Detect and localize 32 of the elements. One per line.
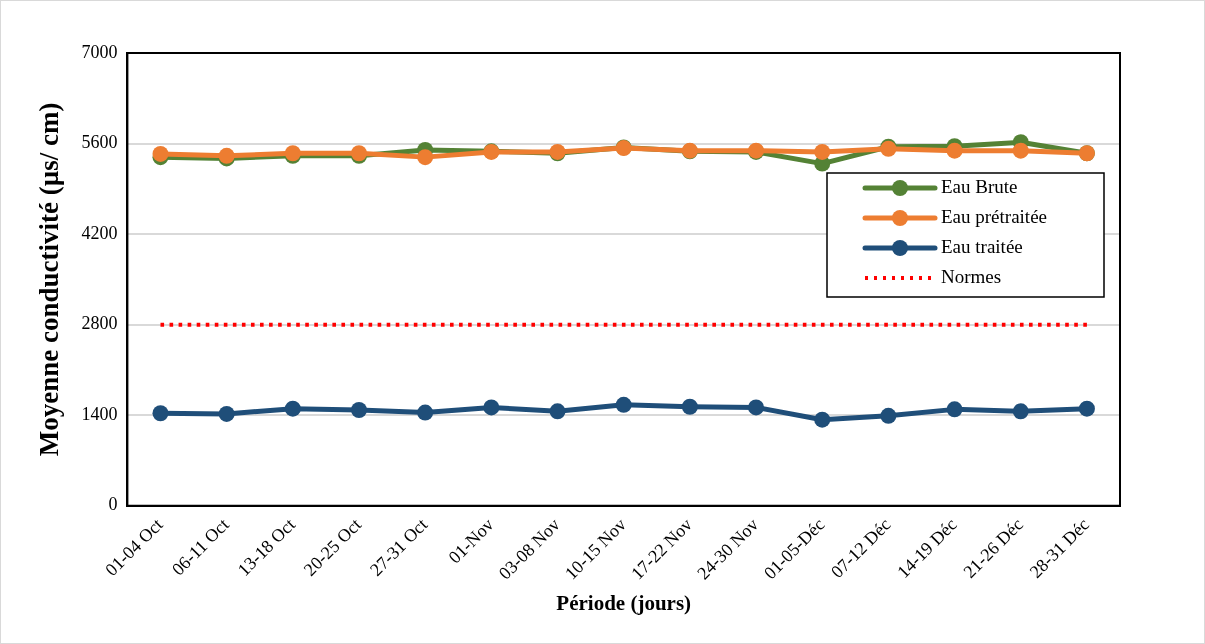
y-tick-label: 1400: [81, 403, 118, 424]
point: [748, 399, 765, 416]
point: [351, 402, 368, 419]
y-tick-label: 2800: [81, 313, 118, 334]
point: [218, 405, 235, 422]
x-axis-title: Période (jours): [556, 590, 692, 615]
point: [946, 142, 963, 159]
y-tick-label: 4200: [81, 222, 118, 243]
y-tick-label: 0: [108, 494, 118, 515]
point: [417, 149, 434, 166]
y-tick-label: 5600: [81, 132, 118, 153]
point: [814, 411, 831, 428]
point: [152, 145, 169, 162]
point: [1078, 400, 1095, 417]
point: [946, 401, 963, 418]
legend-label: Normes: [941, 265, 1002, 287]
legend-label: Eau traitée: [941, 235, 1023, 257]
legend-label: Eau Brute: [941, 175, 1018, 197]
point: [681, 398, 698, 415]
y-axis-title: Moyenne conductivité (µs/ cm): [34, 102, 65, 457]
point: [152, 405, 169, 422]
point: [814, 143, 831, 160]
point: [549, 403, 566, 420]
point: [1012, 403, 1029, 420]
point: [1012, 142, 1029, 159]
point: [284, 400, 301, 417]
point: [417, 404, 434, 421]
legend-label: Eau prétraitée: [941, 205, 1048, 227]
y-tick-label: 7000: [81, 41, 118, 62]
point: [615, 396, 632, 413]
point: [483, 399, 500, 416]
point: [880, 407, 897, 424]
